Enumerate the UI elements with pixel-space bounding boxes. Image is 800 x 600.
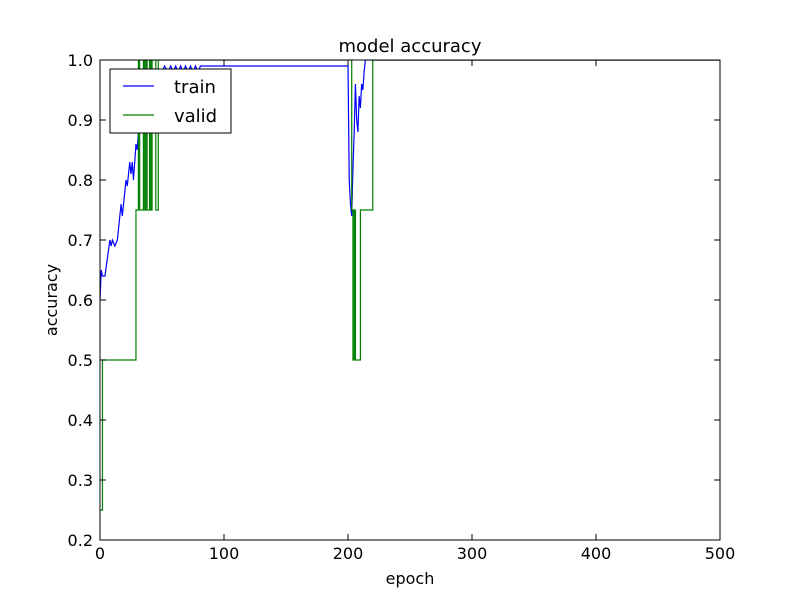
y-tick-label: 0.3: [68, 471, 93, 490]
y-tick-label: 1.0: [68, 51, 93, 70]
chart-title: model accuracy: [339, 36, 482, 57]
y-tick-label: 0.9: [68, 111, 93, 130]
ticks-layer: 0 100 200 300 400 500 0.2 0.3 0.4 0.5 0.6 0.7 0.8 0.9…: [68, 51, 736, 563]
y-tick-label: 0.2: [68, 531, 93, 550]
legend-label-valid: valid: [174, 106, 217, 127]
y-tick-label: 0.5: [68, 351, 93, 370]
x-tick-label: 500: [705, 544, 736, 563]
x-tick-label: 400: [581, 544, 612, 563]
y-tick-label: 0.8: [68, 171, 93, 190]
x-tick-label: 0: [95, 544, 105, 563]
series-line-valid: [100, 60, 720, 511]
y-axis-label: accuracy: [42, 264, 61, 336]
y-tick-label: 0.7: [68, 231, 93, 250]
legend-label-train: train: [174, 77, 216, 98]
x-tick-label: 200: [333, 544, 364, 563]
x-axis-label: epoch: [386, 569, 435, 588]
y-tick-label: 0.4: [68, 411, 93, 430]
x-tick-label: 100: [209, 544, 240, 563]
x-tick-label: 300: [457, 544, 488, 563]
y-tick-label: 0.6: [68, 291, 93, 310]
legend-frame: [109, 68, 232, 134]
legend: train valid: [109, 68, 232, 134]
